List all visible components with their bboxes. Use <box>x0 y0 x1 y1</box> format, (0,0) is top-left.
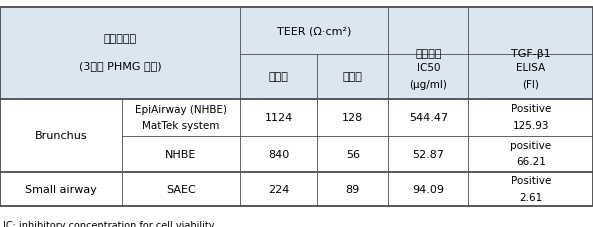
Text: IC50: IC50 <box>417 63 440 73</box>
Text: 싸치후: 싸치후 <box>343 72 363 82</box>
Text: 세포시스템: 세포시스템 <box>104 34 136 44</box>
Text: SAEC: SAEC <box>166 184 196 194</box>
Text: NHBE: NHBE <box>165 149 196 159</box>
Text: MatTek system: MatTek system <box>142 120 219 130</box>
Text: Brunchus: Brunchus <box>34 131 87 141</box>
Text: positive: positive <box>510 140 551 150</box>
Text: 128: 128 <box>342 113 364 123</box>
Text: Positive: Positive <box>511 175 551 185</box>
Text: 544.47: 544.47 <box>409 113 448 123</box>
Text: 2.61: 2.61 <box>519 192 543 202</box>
Text: IC: inhibitory concentration for cell viability: IC: inhibitory concentration for cell vi… <box>3 220 215 227</box>
Text: 224: 224 <box>268 184 289 194</box>
Text: Small airway: Small airway <box>25 184 97 194</box>
Text: 125.93: 125.93 <box>512 120 549 130</box>
Text: 89: 89 <box>346 184 360 194</box>
Text: 66.21: 66.21 <box>516 157 546 167</box>
Bar <box>0 8 593 99</box>
Text: 94.09: 94.09 <box>413 184 444 194</box>
Text: 싸치전: 싸치전 <box>269 72 289 82</box>
Text: TEER (Ω·cm²): TEER (Ω·cm²) <box>277 26 352 36</box>
Text: ELISA: ELISA <box>516 63 546 73</box>
Text: 1124: 1124 <box>264 113 293 123</box>
Text: (μg/ml): (μg/ml) <box>410 79 447 89</box>
Text: 56: 56 <box>346 149 360 159</box>
Text: 840: 840 <box>268 149 289 159</box>
Text: Positive: Positive <box>511 104 551 114</box>
Text: 세포독성: 세포독성 <box>415 48 442 58</box>
Text: (3시간 PHMG 노출): (3시간 PHMG 노출) <box>79 61 161 71</box>
Bar <box>0 99 593 206</box>
Text: EpiAirway (NHBE): EpiAirway (NHBE) <box>135 105 227 115</box>
Text: 52.87: 52.87 <box>413 149 444 159</box>
Text: (FI): (FI) <box>522 79 539 89</box>
Text: TGF-β1: TGF-β1 <box>511 48 551 58</box>
